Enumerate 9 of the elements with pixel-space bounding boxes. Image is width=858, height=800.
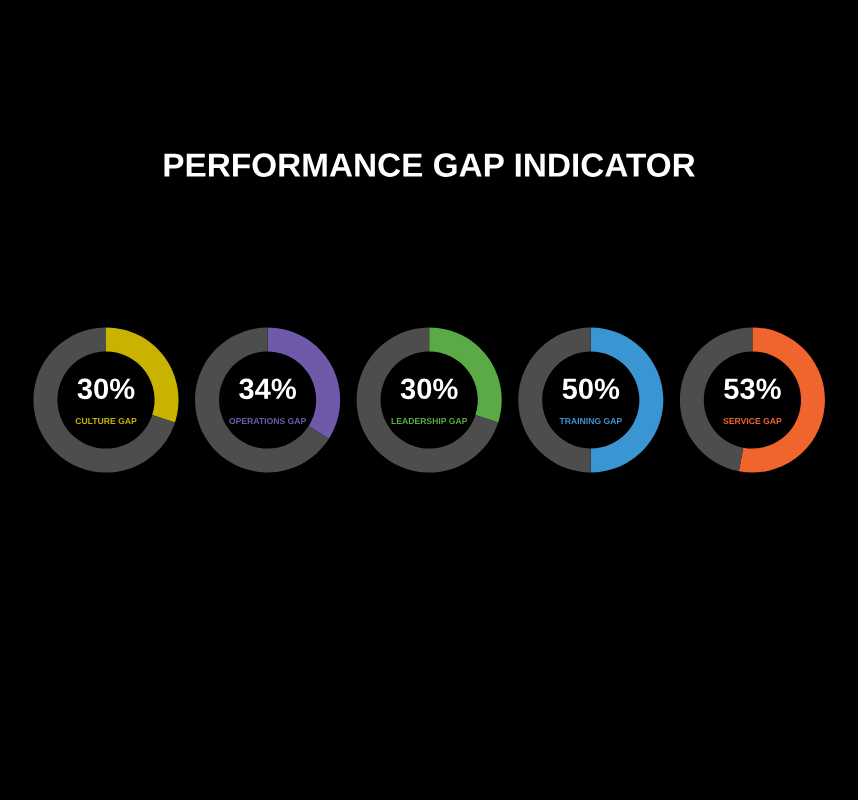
- donut-slice: [356, 327, 499, 473]
- data-label: 30%: [400, 378, 458, 400]
- text: PERFORMANCE GAP INDICATOR: [164, 153, 696, 177]
- data-label: 50%: [562, 378, 620, 400]
- donut-slice: [195, 327, 329, 473]
- data-label: 34%: [239, 378, 297, 400]
- data-label: 53%: [724, 378, 781, 400]
- data-label: 30%: [77, 378, 135, 400]
- donut-slice: [33, 327, 175, 473]
